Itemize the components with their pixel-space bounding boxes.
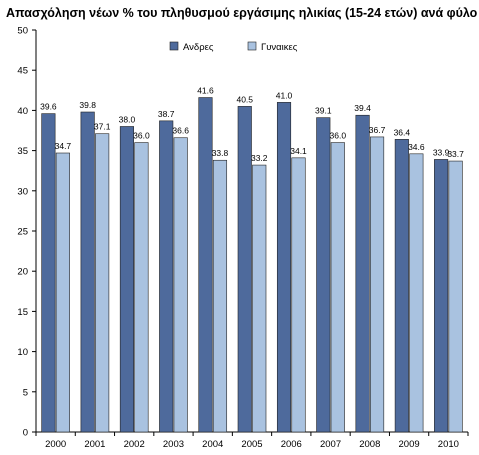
data-label: 33.7 bbox=[447, 149, 464, 159]
bar-gynaikes bbox=[291, 157, 306, 433]
bar-andres bbox=[394, 139, 409, 433]
data-label: 41.6 bbox=[197, 86, 214, 96]
bar-gynaikes bbox=[252, 164, 267, 433]
x-tick-label: 2007 bbox=[320, 439, 341, 450]
bar-gynaikes bbox=[134, 142, 149, 433]
y-tick-label: 0 bbox=[23, 428, 28, 439]
y-tick-label: 45 bbox=[17, 66, 28, 77]
y-tick-label: 20 bbox=[17, 267, 28, 278]
data-labels: 39.6 34.7 39.8 37.1 38.0 36.0 38.7 36.6 41.6 33.8… bbox=[40, 86, 464, 164]
bar-gynaikes bbox=[448, 160, 463, 433]
bar-gynaikes bbox=[55, 152, 70, 433]
legend-swatch bbox=[169, 41, 179, 51]
data-label: 36.4 bbox=[394, 127, 411, 137]
data-label: 39.8 bbox=[79, 100, 96, 110]
bar-gynaikes bbox=[173, 137, 188, 433]
y-tick-label: 15 bbox=[17, 307, 28, 318]
x-tick-label: 2010 bbox=[438, 439, 459, 450]
bar-andres bbox=[159, 120, 174, 433]
y-tick-label: 10 bbox=[17, 347, 28, 358]
data-label: 38.7 bbox=[158, 109, 175, 119]
data-label: 39.6 bbox=[40, 102, 57, 112]
data-label: 33.8 bbox=[212, 148, 229, 158]
legend-label: Ανδρες bbox=[183, 42, 214, 53]
x-tick-label: 2004 bbox=[202, 439, 223, 450]
data-label: 36.0 bbox=[330, 131, 347, 141]
chart-title: Απασχόληση νέων % του πληθυσμού εργάσιμη… bbox=[6, 6, 478, 20]
axes: 0 5 10 15 20 25 30 35 40 45 50 2000 2001 2002 2003 2004… bbox=[17, 26, 469, 450]
x-tick-label: 2003 bbox=[163, 439, 184, 450]
y-tick-label: 30 bbox=[17, 186, 28, 197]
bar-andres bbox=[355, 114, 370, 433]
bar-andres bbox=[41, 113, 56, 433]
data-label: 36.0 bbox=[133, 131, 150, 141]
data-label: 34.7 bbox=[55, 141, 72, 151]
x-tick-label: 2001 bbox=[84, 439, 105, 450]
legend-swatch bbox=[247, 41, 257, 51]
bar-gynaikes bbox=[409, 153, 424, 433]
bar-andres bbox=[434, 159, 449, 433]
data-label: 37.1 bbox=[94, 122, 111, 132]
bar-andres bbox=[198, 97, 213, 433]
bars bbox=[41, 97, 463, 433]
bar-gynaikes bbox=[212, 159, 228, 433]
data-label: 34.6 bbox=[408, 142, 425, 152]
data-label: 39.4 bbox=[354, 103, 371, 113]
data-label: 34.1 bbox=[290, 146, 307, 156]
y-tick-label: 35 bbox=[17, 146, 28, 157]
y-tick-label: 25 bbox=[17, 227, 28, 238]
bar-andres bbox=[80, 111, 95, 433]
y-tick-label: 40 bbox=[17, 106, 28, 117]
y-tick-label: 5 bbox=[23, 387, 28, 398]
legend-label: Γυναικες bbox=[261, 42, 298, 53]
bar-andres bbox=[237, 106, 252, 433]
data-label: 36.6 bbox=[172, 126, 189, 136]
data-label: 33.9 bbox=[433, 147, 450, 157]
bar-andres bbox=[276, 102, 292, 433]
data-label: 36.7 bbox=[369, 125, 386, 135]
legend: Ανδρες Γυναικες bbox=[169, 41, 298, 53]
bar-andres bbox=[119, 126, 134, 433]
data-label: 38.0 bbox=[119, 114, 136, 124]
data-label: 41.0 bbox=[276, 90, 293, 100]
x-tick-label: 2002 bbox=[124, 439, 145, 450]
x-tick-label: 2009 bbox=[399, 439, 420, 450]
bar-andres bbox=[316, 117, 331, 433]
data-label: 39.1 bbox=[315, 106, 332, 116]
x-tick-label: 2008 bbox=[359, 439, 380, 450]
bar-gynaikes bbox=[95, 133, 110, 433]
bar-gynaikes bbox=[370, 136, 385, 433]
data-label: 33.2 bbox=[251, 153, 268, 163]
y-tick-label: 50 bbox=[17, 26, 28, 37]
x-tick-label: 2000 bbox=[45, 439, 66, 450]
x-tick-label: 2005 bbox=[241, 439, 262, 450]
x-tick-label: 2006 bbox=[281, 439, 302, 450]
bar-gynaikes bbox=[330, 142, 345, 433]
data-label: 40.5 bbox=[236, 94, 253, 104]
